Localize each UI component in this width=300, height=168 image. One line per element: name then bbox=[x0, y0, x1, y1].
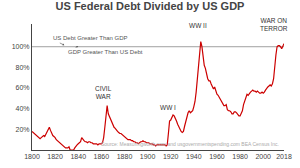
svg-text:WAR ONTERROR: WAR ONTERROR bbox=[260, 17, 288, 32]
svg-text:US Debt Greater Than GDP: US Debt Greater Than GDP bbox=[53, 35, 128, 41]
svg-text:40%: 40% bbox=[16, 105, 30, 112]
svg-text:20%: 20% bbox=[16, 126, 30, 133]
svg-text:1920: 1920 bbox=[163, 153, 179, 160]
svg-text:100%: 100% bbox=[12, 43, 30, 50]
svg-text:1980: 1980 bbox=[232, 153, 248, 160]
svg-text:GDP Greater Than US Debt: GDP Greater Than US Debt bbox=[68, 49, 143, 55]
svg-text:2000: 2000 bbox=[255, 153, 271, 160]
svg-text:US Federal Debt Divided by US: US Federal Debt Divided by US GDP bbox=[56, 0, 245, 12]
svg-text:1840: 1840 bbox=[70, 153, 86, 160]
svg-text:WW II: WW II bbox=[189, 22, 207, 29]
svg-text:80%: 80% bbox=[16, 64, 30, 71]
svg-text:2018: 2018 bbox=[276, 153, 292, 160]
svg-text:1820: 1820 bbox=[47, 153, 63, 160]
svg-text:1960: 1960 bbox=[209, 153, 225, 160]
svg-text:WW I: WW I bbox=[160, 104, 176, 111]
svg-text:1860: 1860 bbox=[94, 153, 110, 160]
svg-text:60%: 60% bbox=[16, 84, 30, 91]
svg-text:1800: 1800 bbox=[24, 153, 40, 160]
svg-text:1940: 1940 bbox=[186, 153, 202, 160]
svg-text:CIVILWAR: CIVILWAR bbox=[95, 85, 112, 100]
svg-text:1900: 1900 bbox=[140, 153, 156, 160]
svg-text:1880: 1880 bbox=[117, 153, 133, 160]
svg-text:Source: Measuringworth.com and: Source: Measuringworth.com and usgovernm… bbox=[101, 141, 279, 147]
